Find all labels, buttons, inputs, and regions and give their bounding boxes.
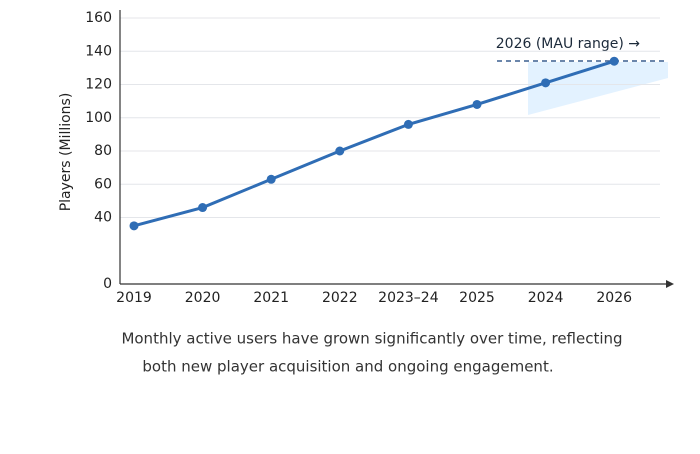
y-tick-label: 40	[94, 210, 112, 226]
y-tick-label: 0	[103, 276, 112, 292]
data-point	[266, 174, 276, 184]
data-point	[335, 146, 345, 156]
caption-line: both new player acquisition and ongoing …	[142, 358, 553, 376]
x-tick-label: 2021	[253, 290, 289, 306]
y-tick-label: 100	[85, 110, 112, 126]
x-tick-label: 2025	[459, 290, 495, 306]
range-band	[528, 62, 668, 115]
data-point	[198, 203, 208, 213]
data-point	[609, 56, 619, 66]
y-tick-label: 140	[85, 43, 112, 59]
data-point	[403, 119, 413, 129]
x-tick-label: 2022	[322, 290, 358, 306]
y-tick-label: 80	[94, 143, 112, 159]
annotation: 2026 (MAU range) →	[496, 36, 641, 52]
y-tick-label: 160	[85, 10, 112, 26]
x-tick-label: 2023–24	[378, 290, 439, 306]
x-tick-label: 2026	[596, 290, 632, 306]
y-tick-label: 120	[85, 77, 112, 93]
y-tick-label: 60	[94, 176, 112, 192]
x-tick-label: 2024	[528, 290, 564, 306]
data-point	[129, 221, 139, 231]
line-series	[133, 59, 615, 228]
caption-line: Monthly active users have grown signific…	[121, 330, 622, 348]
data-point	[541, 78, 551, 88]
y-axis-title: Players (Millions)	[58, 93, 74, 212]
data-point	[472, 99, 482, 109]
x-axis-arrow	[666, 280, 674, 288]
x-tick-label: 2020	[185, 290, 221, 306]
x-tick-label: 2019	[116, 290, 152, 306]
